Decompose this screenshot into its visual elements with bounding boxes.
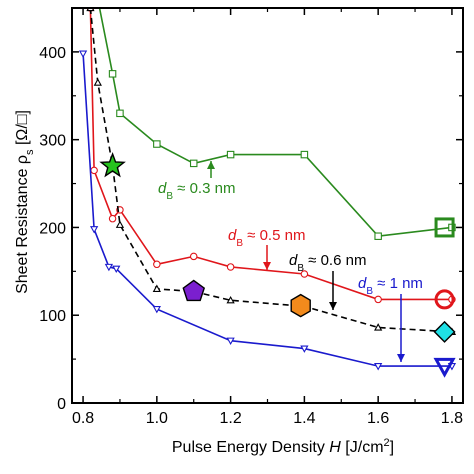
x-tick-label: 1.2 [219, 410, 241, 427]
data-point-0 [116, 109, 124, 118]
end-marker-square [434, 217, 455, 238]
data-point-1 [374, 295, 382, 304]
data-point-3 [300, 345, 309, 353]
x-axis-title-var: H [329, 439, 341, 456]
x-tick-label: 1.6 [367, 410, 389, 427]
y-tick-label: 0 [57, 396, 66, 413]
series-line-2 [89, 8, 452, 333]
data-point-1 [153, 260, 161, 269]
x-tick-label: 0.8 [72, 410, 94, 427]
data-point-3 [152, 305, 161, 314]
data-point-1 [226, 263, 235, 271]
data-point-1 [90, 166, 98, 175]
data-point-3 [112, 265, 121, 274]
annotation-arrow-head [329, 302, 337, 310]
data-point-2 [374, 323, 383, 331]
data-point-2 [93, 78, 102, 86]
data-point-1 [108, 214, 117, 223]
special-marker-star [99, 151, 126, 178]
x-axis-title-unit: [J/cm [341, 439, 384, 456]
y-axis-title-label: Sheet Resistance ρ [14, 155, 31, 294]
plot-area [78, 8, 457, 378]
special-marker-hexagon [290, 293, 311, 318]
data-point-0 [189, 159, 198, 168]
data-point-2 [115, 220, 125, 228]
x-axis-title-unit-sup: 2 [384, 437, 390, 449]
y-axis-title-unit: [Ω/□] [14, 110, 31, 149]
data-point-1 [300, 270, 309, 278]
data-point-3 [89, 226, 99, 234]
data-point-0 [300, 150, 309, 159]
annotation-arrow-head [397, 354, 405, 362]
plot-frame [71, 7, 464, 404]
annotation-blue: dB ≈ 1 nm [358, 275, 423, 297]
x-tick-label: 1.4 [293, 410, 315, 427]
axis-ticks: 0.8 1.0 1.2 1.4 1.6 1.8 0 100 200 300 400 [39, 8, 463, 427]
x-tick-label: 1.0 [146, 410, 168, 427]
data-point-3 [78, 50, 88, 58]
data-point-1 [189, 252, 198, 261]
series-line-3 [82, 53, 452, 367]
special-marker-diamond [433, 320, 456, 343]
data-point-0 [226, 150, 235, 159]
x-axis-title-unit-end: ] [390, 439, 394, 456]
data-point-0 [374, 232, 382, 240]
x-tick-label: 1.8 [441, 410, 463, 427]
annotation-black: dB ≈ 0.6 nm [289, 252, 366, 274]
plot-content [78, 8, 457, 371]
data-point-3 [104, 263, 114, 272]
special-marker-pentagon [182, 279, 206, 302]
x-axis-title-label: Pulse Energy Density [172, 439, 325, 456]
y-axis-title-sub: s [24, 149, 36, 155]
y-tick-label: 300 [39, 133, 66, 150]
y-tick-label: 400 [39, 45, 66, 62]
series-line-1 [89, 8, 452, 301]
annotation-green: dB ≈ 0.3 nm [158, 180, 235, 202]
data-point-2 [152, 284, 161, 292]
data-point-0 [153, 140, 161, 148]
end-marker-triangle-down [433, 357, 456, 378]
y-tick-label: 200 [39, 220, 66, 237]
data-point-3 [226, 337, 235, 346]
data-point-3 [374, 363, 383, 371]
annotation-red: dB ≈ 0.5 nm [228, 227, 305, 249]
x-axis-title: Pulse Energy Density H [J/cm2] [172, 437, 394, 456]
series-line-0 [98, 8, 452, 238]
y-tick-label: 100 [39, 308, 66, 325]
end-marker-circle [434, 289, 455, 310]
annotation-arrow-head [263, 262, 271, 270]
annotation-arrow-head [207, 161, 215, 169]
data-point-0 [108, 70, 117, 78]
y-axis-title: Sheet Resistance ρs [Ω/□] [14, 110, 36, 294]
annotations: dB ≈ 0.3 nm dB ≈ 0.5 nm dB ≈ 0.6 nm dB ≈… [158, 161, 423, 362]
data-point-2 [226, 295, 235, 304]
